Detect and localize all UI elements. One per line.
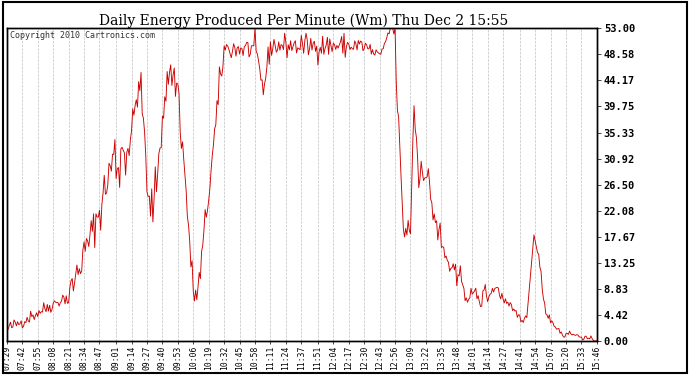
Text: Daily Energy Produced Per Minute (Wm) Thu Dec 2 15:55: Daily Energy Produced Per Minute (Wm) Th…	[99, 13, 509, 27]
Text: Copyright 2010 Cartronics.com: Copyright 2010 Cartronics.com	[10, 31, 155, 40]
